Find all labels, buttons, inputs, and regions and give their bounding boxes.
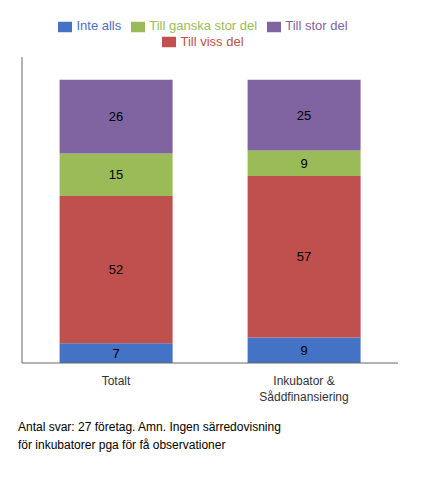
html-text:för inkubatorer pga för få obs: för inkubatorer pga för få observationer (18, 438, 226, 452)
svg-text:9: 9 (300, 156, 307, 171)
svg-text:Inkubator &Såddfinansiering: Inkubator &Såddfinansiering (259, 374, 348, 404)
svg-text:26: 26 (109, 109, 123, 124)
svg-text:25: 25 (297, 108, 311, 123)
html-text:Inte alls: Inte alls (76, 18, 122, 33)
svg-text:7: 7 (112, 346, 119, 361)
svg-text:Totalt: Totalt (102, 374, 131, 388)
svg-text:57: 57 (297, 249, 311, 264)
html-text:Antal svar: 27 företag. Amn. I: Antal svar: 27 företag. Amn. Ingen särre… (18, 420, 281, 434)
html-text:Till viss del: Till viss del (180, 33, 244, 49)
html-text:Till ganska stor del: Till ganska stor del (149, 18, 258, 33)
html-text:Till stor del: Till stor del (285, 18, 348, 33)
svg-text:52: 52 (109, 262, 123, 277)
svg-text:15: 15 (109, 167, 123, 182)
svg-text:9: 9 (300, 343, 307, 358)
